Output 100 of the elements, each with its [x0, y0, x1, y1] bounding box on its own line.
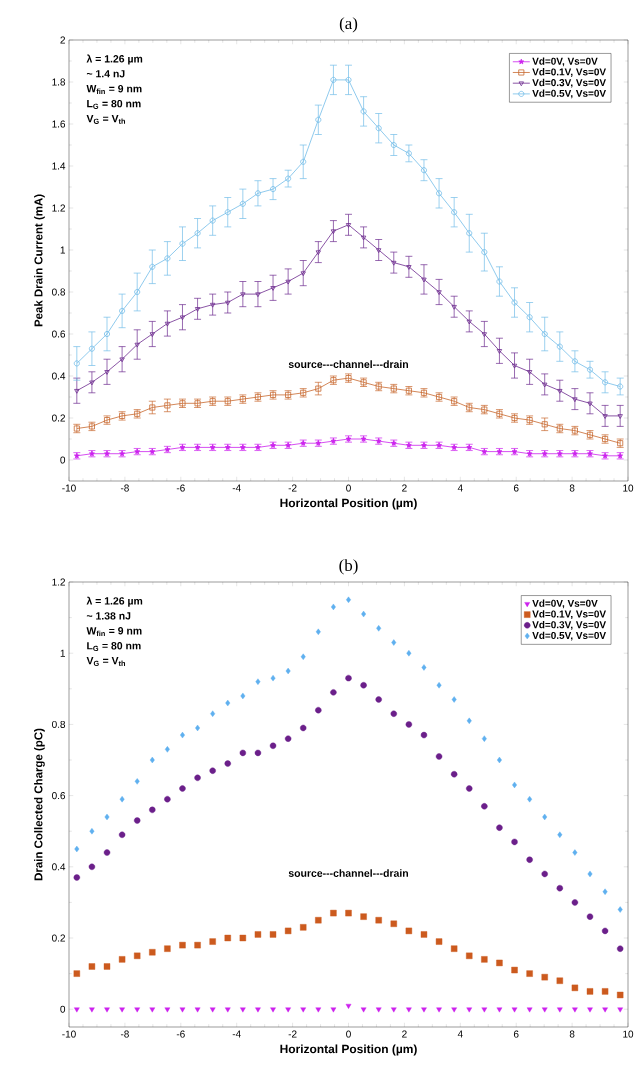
y-tick-label: 0.2: [52, 414, 65, 422]
point: [390, 920, 397, 927]
point: [89, 1007, 95, 1013]
annotation: V$_{G}$ = V$_{th}$: [86, 114, 126, 124]
point: [571, 984, 579, 992]
annotation: W$_{fin}$ = 9 nm: [86, 627, 142, 637]
point: [315, 385, 322, 392]
y-tick-label: 1.4: [52, 162, 66, 170]
point: [330, 603, 336, 611]
point: [104, 813, 110, 821]
point: [239, 934, 247, 942]
point: [602, 1007, 608, 1013]
point: [195, 724, 201, 732]
point: [315, 1007, 322, 1013]
point: [481, 803, 488, 810]
x-tick-label: 2: [402, 484, 407, 492]
annotation: ~ 1.38 nJ: [86, 612, 131, 620]
point: [526, 1007, 533, 1013]
point: [420, 931, 428, 938]
point: [315, 628, 321, 636]
point: [466, 952, 473, 959]
point: [587, 1007, 593, 1013]
point: [194, 774, 201, 781]
y-tick-label: 0: [60, 1005, 66, 1013]
point: [269, 742, 277, 749]
point: [511, 966, 518, 974]
annotation: V$_{G}$ = V$_{th}$: [86, 657, 126, 666]
point: [435, 938, 443, 945]
x-axis-title: Horizontal Position (µm): [280, 498, 417, 510]
point: [481, 956, 488, 963]
point: [315, 917, 322, 924]
point: [224, 934, 231, 942]
point: [496, 1007, 503, 1013]
x-tick-label: 4: [457, 484, 463, 492]
x-tick-label: -4: [232, 1030, 241, 1038]
point: [602, 888, 608, 895]
point: [103, 849, 111, 856]
y-tick-label: 1: [60, 649, 65, 657]
point: [405, 927, 413, 935]
point: [179, 1007, 186, 1013]
point: [89, 828, 95, 835]
x-tick-label: -6: [176, 484, 185, 492]
point: [586, 913, 594, 920]
point: [209, 767, 216, 774]
point: [556, 884, 563, 892]
point: [436, 682, 442, 689]
point: [375, 917, 382, 924]
point: [88, 863, 96, 870]
point: [210, 710, 216, 717]
y-tick-label: 0: [60, 456, 66, 464]
legend-label: Vd=0.1V, Vs=0V: [532, 610, 606, 620]
y-tick-label: 0.8: [52, 720, 66, 728]
point: [179, 785, 186, 792]
point: [421, 1007, 427, 1013]
y-tick-label: 2: [60, 36, 65, 44]
annotation: L$_{G}$ = 80 nm: [87, 642, 141, 652]
point: [345, 909, 352, 917]
point: [73, 874, 81, 881]
point: [451, 696, 457, 703]
point: [511, 1007, 518, 1013]
legend-label: Vd=0V, Vs=0V: [532, 599, 598, 609]
point: [300, 1007, 307, 1013]
point: [391, 1007, 397, 1013]
x-tick-label: -8: [120, 1030, 129, 1038]
point: [134, 778, 140, 785]
point: [240, 1007, 246, 1013]
point: [179, 941, 186, 949]
point: [119, 795, 125, 803]
point: [481, 1007, 488, 1013]
point: [255, 678, 261, 685]
point: [451, 1007, 457, 1013]
point: [149, 1007, 156, 1013]
point: [420, 731, 428, 739]
point: [616, 991, 624, 999]
x-tick-label: 6: [513, 1030, 519, 1038]
chart-title: (b): [339, 559, 358, 575]
point: [330, 909, 337, 917]
point: [164, 795, 171, 803]
x-tick-label: -4: [232, 484, 241, 492]
point: [284, 735, 292, 742]
x-tick-label: 0: [346, 1030, 351, 1038]
point: [224, 760, 231, 767]
point: [134, 817, 141, 824]
point: [240, 692, 246, 700]
point: [345, 1003, 352, 1009]
x-tick-label: 10: [623, 1030, 634, 1038]
point: [466, 717, 472, 725]
point: [360, 913, 367, 920]
point: [194, 941, 201, 949]
point: [270, 1007, 276, 1013]
point: [74, 1007, 80, 1013]
legend-label: Vd=0.3V, Vs=0V: [532, 620, 606, 630]
point: [239, 749, 247, 757]
point: [285, 1007, 291, 1013]
point: [300, 924, 307, 931]
annotation: source---channel---drain: [288, 869, 408, 877]
point: [74, 845, 80, 853]
point: [390, 710, 397, 717]
point: [269, 931, 277, 938]
point: [134, 1007, 140, 1013]
